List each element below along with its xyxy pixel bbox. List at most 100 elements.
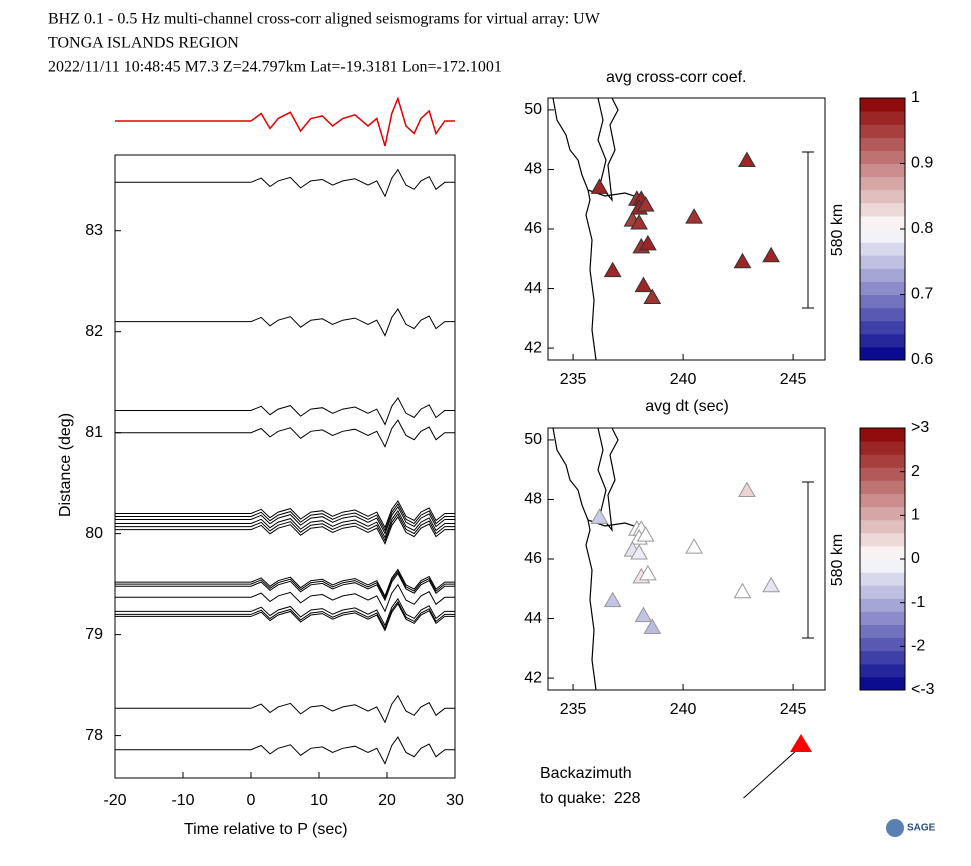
station-marker <box>643 618 662 634</box>
colorbar-band <box>860 467 905 481</box>
colorbar-tick-label: 2 <box>911 463 920 480</box>
station-marker <box>639 234 657 251</box>
colorbar-band <box>860 585 905 599</box>
colorbar-band <box>860 572 905 586</box>
colorbar-band <box>860 545 905 560</box>
colorbar-band <box>860 333 905 348</box>
colorbar-band <box>860 215 905 230</box>
colorbar-band <box>860 346 905 361</box>
trace <box>115 736 455 765</box>
colorbar-band <box>860 229 905 243</box>
y-tick-label: 44 <box>524 280 542 297</box>
colorbar-band <box>860 150 905 164</box>
x-tick-label: -20 <box>103 792 126 809</box>
trace <box>115 509 455 539</box>
trace <box>115 597 455 627</box>
y-tick-label: 44 <box>524 610 542 627</box>
y-tick-label: 81 <box>85 424 103 441</box>
trace <box>115 168 455 198</box>
colorbar-tick-label: -2 <box>911 638 925 655</box>
y-tick-label: 42 <box>524 339 542 356</box>
colorbar-band <box>860 320 905 335</box>
colorbar-band <box>860 441 905 455</box>
trace <box>115 600 455 630</box>
x-tick-label: 245 <box>780 371 807 388</box>
x-tick-label: -10 <box>171 792 194 809</box>
colorbar-band <box>860 428 905 442</box>
map-title: avg cross-corr coef. <box>606 69 746 86</box>
colorbar-tick-label: 0.6 <box>911 351 933 368</box>
colorbar-band <box>860 663 905 678</box>
trace <box>115 694 455 724</box>
colorbar-tick-label: 0.8 <box>911 220 933 237</box>
station-marker <box>636 526 655 542</box>
scale-label: 580 km <box>829 534 846 586</box>
y-tick-label: 50 <box>524 431 542 448</box>
station-marker <box>762 576 780 593</box>
y-tick-label: 79 <box>85 626 103 643</box>
x-tick-label: 240 <box>670 701 697 718</box>
logo-icon <box>886 819 904 837</box>
x-tick-label: 235 <box>560 371 587 388</box>
colorbar-band <box>860 650 905 665</box>
colorbar-tick-label: -1 <box>911 594 925 611</box>
colorbar-band <box>860 506 905 521</box>
colorbar-band <box>860 559 905 573</box>
station-marker <box>733 582 752 599</box>
colorbar-band <box>860 676 905 691</box>
station-marker <box>738 151 756 168</box>
station-marker <box>630 544 648 560</box>
colorbar-band <box>860 163 905 178</box>
quake-marker <box>790 734 812 752</box>
x-tick-label: 10 <box>310 792 328 809</box>
backazimuth-label: to quake: <box>540 790 606 807</box>
y-tick-label: 82 <box>85 323 103 340</box>
coastline <box>552 427 641 691</box>
colorbar-band <box>860 611 905 625</box>
trace <box>115 570 455 600</box>
colorbar-band <box>860 519 905 534</box>
trace <box>115 308 455 337</box>
colorbar-tick-label: 0.7 <box>911 286 933 303</box>
x-tick-label: 245 <box>780 701 807 718</box>
station-marker <box>636 196 655 212</box>
station-marker <box>685 208 703 224</box>
trace <box>115 505 455 535</box>
colorbar-band <box>860 176 905 191</box>
stack-trace <box>115 96 455 147</box>
colorbar-band <box>860 281 905 295</box>
y-axis-label: Distance (deg) <box>57 413 74 517</box>
y-tick-label: 50 <box>524 101 542 118</box>
y-tick-label: 48 <box>524 491 542 508</box>
trace <box>115 602 455 632</box>
x-axis-label: Time relative to P (sec) <box>184 821 348 838</box>
trace <box>115 419 455 448</box>
trace <box>115 499 455 529</box>
trace <box>115 572 455 602</box>
station-marker <box>762 246 780 263</box>
trace <box>115 583 455 613</box>
station-marker <box>634 276 653 293</box>
colorbar-band <box>860 294 905 309</box>
y-tick-label: 42 <box>524 669 542 686</box>
x-tick-label: 0 <box>247 792 256 809</box>
scale-label: 580 km <box>829 204 846 256</box>
colorbar-band <box>860 124 905 138</box>
colorbar-tick-label: >3 <box>911 419 929 436</box>
colorbar-band <box>860 598 905 612</box>
y-tick-label: 46 <box>524 220 542 237</box>
y-tick-label: 78 <box>85 727 103 744</box>
x-tick-label: 30 <box>446 792 464 809</box>
colorbar-band <box>860 98 905 112</box>
colorbar-tick-label: 1 <box>911 89 920 106</box>
colorbar-band <box>860 624 905 639</box>
trace <box>115 568 455 598</box>
station-marker <box>630 214 648 230</box>
colorbar-band <box>860 137 905 151</box>
colorbar-tick-label: 0.9 <box>911 155 933 172</box>
x-tick-label: 240 <box>670 371 697 388</box>
colorbar-band <box>860 268 905 282</box>
y-tick-label: 83 <box>85 222 103 239</box>
colorbar-band <box>860 454 905 468</box>
trace <box>115 516 455 545</box>
